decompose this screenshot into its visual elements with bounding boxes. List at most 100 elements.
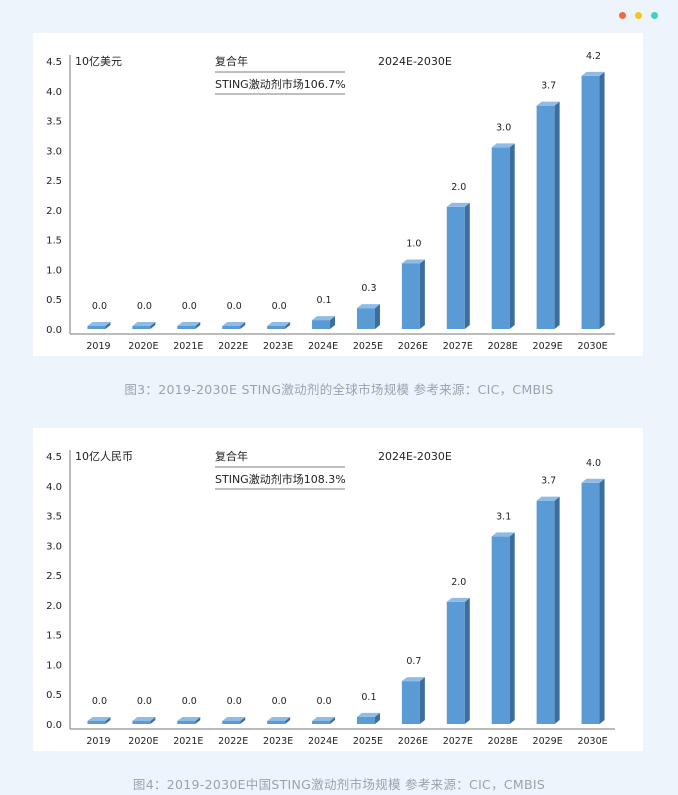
bar-2030E	[581, 71, 605, 329]
cagr-header-left: 复合年	[215, 449, 248, 463]
bar-front	[87, 721, 106, 724]
bar-top	[491, 143, 515, 148]
data-label: 0.0	[137, 301, 152, 312]
y-tick-label: 2.0	[46, 601, 62, 612]
bar-front	[401, 263, 420, 329]
x-tick-label: 2027E	[443, 736, 473, 747]
bar-2024E	[312, 717, 336, 724]
x-tick-label: 2025E	[353, 341, 383, 352]
bar-top	[401, 259, 425, 264]
data-label: 3.1	[496, 511, 511, 522]
cagr-value: STING激动剂市场108.3%	[215, 472, 346, 486]
bar-front	[87, 326, 106, 329]
bar-side	[419, 259, 425, 329]
data-label: 3.7	[541, 476, 556, 487]
y-tick-label: 2.5	[46, 571, 62, 582]
bar-top	[87, 322, 111, 326]
data-label: 0.0	[272, 301, 287, 312]
bar-2021E	[177, 322, 201, 329]
bar-front	[491, 147, 510, 329]
bar-2026E	[401, 259, 425, 329]
bar-2027E	[446, 597, 470, 724]
y-tick-label: 4.0	[46, 482, 62, 493]
y-tick-label: 1.5	[46, 631, 62, 642]
bar-side	[330, 316, 336, 329]
bar-front	[132, 721, 151, 724]
x-tick-label: 2027E	[443, 341, 473, 352]
chart-svg-global: 0.0 0.5 1.0 1.5 2.0 2.5 3.0 3.5 4.0 4.5 10亿美元 复合年 20…	[46, 51, 615, 352]
bar-side	[195, 717, 201, 724]
y-tick-label: 3.5	[46, 117, 62, 128]
bar-top	[267, 322, 291, 326]
bar-front	[446, 206, 465, 329]
bar-front	[267, 326, 286, 329]
bar-front	[491, 536, 510, 724]
bar-top	[177, 322, 201, 326]
bar-side	[330, 717, 336, 724]
bar-top	[581, 478, 605, 483]
y-tick-label: 3.5	[46, 512, 62, 523]
x-tick-label: 2025E	[353, 736, 383, 747]
bar-top	[312, 717, 336, 721]
bar-front	[312, 721, 331, 724]
x-tick-label: 2023E	[263, 341, 293, 352]
window-dot-yellow	[635, 12, 642, 19]
bar-top	[356, 304, 380, 309]
bar-2025E	[356, 712, 380, 724]
bar-top	[536, 496, 560, 501]
bar-front	[446, 601, 465, 724]
bar-side	[464, 202, 470, 329]
data-label: 0.0	[182, 301, 197, 312]
bar-2026E	[401, 677, 425, 724]
bar-top	[222, 717, 246, 721]
bar-top	[536, 101, 560, 106]
data-label: 0.1	[316, 295, 331, 306]
bar-2023E	[267, 322, 291, 329]
unit-label: 10亿人民币	[75, 450, 133, 463]
x-tick-label: 2028E	[488, 736, 518, 747]
x-tick-label: 2030E	[577, 341, 607, 352]
bar-top	[312, 316, 336, 321]
data-label: 0.1	[361, 692, 376, 703]
chart-svg-china: 0.0 0.5 1.0 1.5 2.0 2.5 3.0 3.5 4.0 4.5 10亿人民币 复合年 2…	[46, 449, 615, 747]
bar-side	[599, 71, 605, 329]
bar-side	[150, 322, 156, 329]
unit-label: 10亿美元	[75, 55, 122, 68]
y-tick-label: 2.5	[46, 176, 62, 187]
bar-top	[132, 717, 156, 721]
bar-side	[105, 322, 111, 329]
bar-2030E	[581, 478, 605, 724]
bar-front	[312, 320, 331, 329]
bar-side	[195, 322, 201, 329]
bar-2028E	[491, 143, 515, 329]
bar-top	[267, 717, 291, 721]
data-label: 0.0	[137, 696, 152, 707]
y-tick-label: 0.5	[46, 295, 62, 306]
y-tick-label: 4.5	[46, 57, 62, 68]
data-label: 3.7	[541, 81, 556, 92]
bar-side	[554, 101, 560, 330]
bar-top	[177, 717, 201, 721]
bar-top	[581, 71, 605, 76]
bar-top	[87, 717, 111, 721]
bar-side	[240, 717, 246, 724]
y-tick-label: 0.0	[46, 720, 62, 731]
bar-front	[177, 721, 196, 724]
bar-side	[554, 496, 560, 724]
data-label: 0.0	[182, 696, 197, 707]
x-tick-label: 2021E	[173, 736, 203, 747]
bar-side	[285, 717, 291, 724]
y-tick-label: 2.0	[46, 206, 62, 217]
x-tick-label: 2019	[86, 736, 110, 747]
x-tick-label: 2023E	[263, 736, 293, 747]
y-tick-label: 1.0	[46, 265, 62, 276]
bar-top	[491, 532, 515, 537]
y-tick-label: 1.5	[46, 236, 62, 247]
x-tick-label: 2022E	[218, 341, 248, 352]
y-tick-label: 0.0	[46, 325, 62, 336]
bar-top	[401, 677, 425, 682]
chart-caption-china: 图4：2019-2030E中国STING激动剂市场规模 参考来源：CIC，CMB…	[132, 777, 546, 792]
bar-2021E	[177, 717, 201, 724]
bar-front	[401, 681, 420, 724]
bar-2029E	[536, 496, 560, 724]
